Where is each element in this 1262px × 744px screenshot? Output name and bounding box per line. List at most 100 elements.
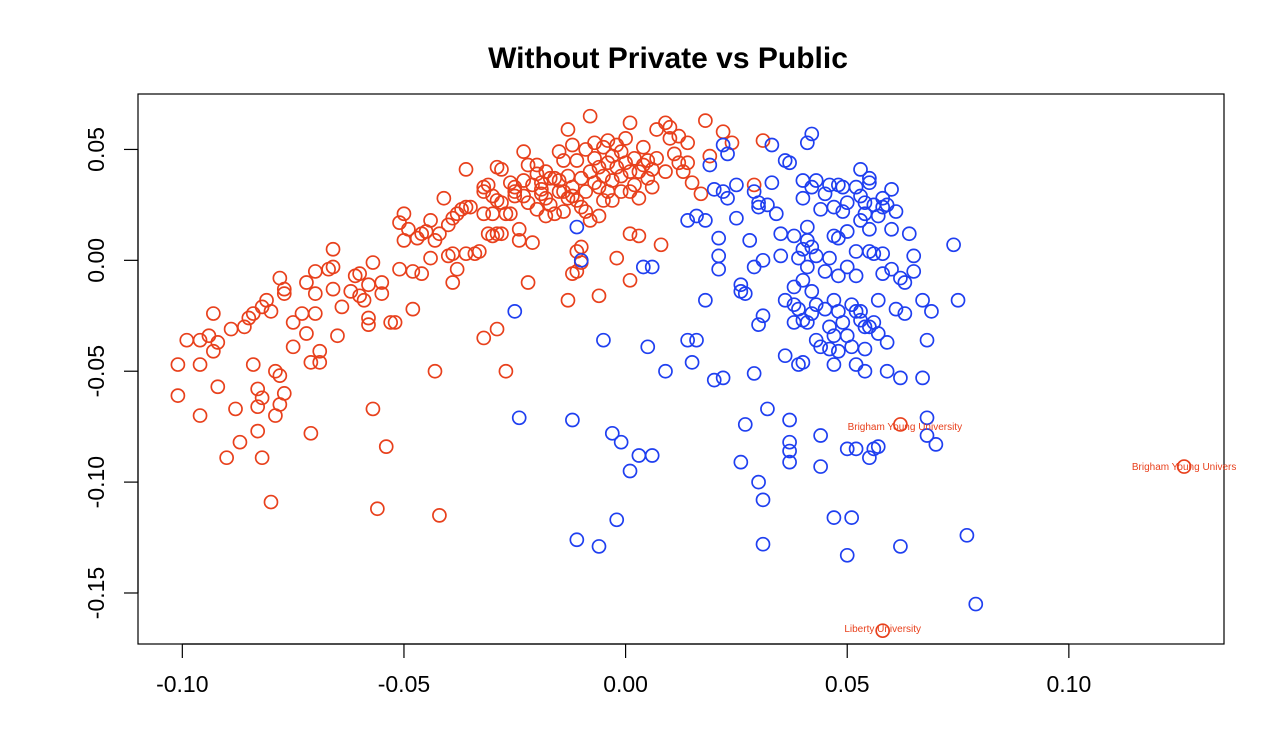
- data-point: [516, 144, 531, 160]
- data-point: [565, 412, 580, 428]
- data-point: [888, 204, 904, 219]
- data-point: [755, 536, 771, 552]
- data-point: [915, 292, 930, 308]
- data-point: [334, 299, 350, 315]
- data-point: [529, 157, 545, 173]
- data-point: [906, 264, 922, 279]
- data-point: [378, 439, 394, 454]
- data-point: [600, 133, 616, 148]
- data-point: [489, 321, 505, 337]
- data-point: [573, 252, 589, 268]
- data-point: [879, 363, 895, 379]
- data-point: [720, 190, 735, 206]
- data-point: [755, 308, 771, 324]
- data-point: [658, 164, 673, 179]
- data-point: [604, 173, 620, 188]
- data-point: [192, 408, 208, 423]
- data-point: [587, 150, 602, 166]
- data-point: [516, 173, 531, 188]
- data-point: [862, 175, 877, 191]
- data-point: [822, 341, 837, 357]
- data-point: [720, 146, 735, 162]
- data-point: [618, 131, 633, 146]
- data-point: [702, 157, 718, 173]
- data-point: [237, 319, 252, 335]
- y-tick-label: 0.05: [83, 127, 109, 172]
- y-tick-label: -0.10: [83, 456, 109, 508]
- data-point: [919, 428, 935, 443]
- data-point: [795, 241, 811, 257]
- data-point: [662, 131, 678, 146]
- data-point: [436, 190, 452, 206]
- data-point: [573, 199, 589, 215]
- data-point: [250, 381, 266, 397]
- data-point: [423, 213, 438, 228]
- data-point: [534, 182, 549, 197]
- data-point: [609, 250, 625, 266]
- data-point: [888, 301, 904, 317]
- data-point: [786, 279, 802, 295]
- data-point: [751, 474, 766, 490]
- data-point: [848, 303, 864, 319]
- data-point: [831, 343, 846, 359]
- data-point: [303, 425, 319, 441]
- data-point: [560, 122, 576, 137]
- data-point: [893, 370, 908, 386]
- data-point: [401, 221, 416, 237]
- data-point: [307, 286, 323, 301]
- data-point: [844, 510, 860, 525]
- data-point: [405, 264, 421, 279]
- data-point: [365, 401, 381, 417]
- data-point: [463, 199, 478, 215]
- data-point: [303, 354, 319, 370]
- data-point: [799, 315, 815, 330]
- data-point: [245, 357, 261, 372]
- data-point: [777, 348, 793, 364]
- data-point: [622, 463, 638, 479]
- data-point: [689, 208, 704, 224]
- data-point: [476, 206, 492, 222]
- data-point: [751, 195, 766, 211]
- data-point: [804, 284, 820, 299]
- data-point: [831, 230, 846, 246]
- data-point: [294, 306, 310, 321]
- y-tick-label: 0.00: [83, 238, 109, 283]
- data-point: [565, 179, 580, 195]
- x-tick-label: -0.10: [156, 671, 208, 697]
- data-point: [254, 390, 270, 406]
- data-point: [445, 210, 461, 226]
- data-point: [498, 206, 514, 222]
- data-point: [768, 206, 784, 222]
- data-point: [192, 332, 208, 348]
- data-point: [870, 326, 886, 341]
- data-point: [839, 259, 855, 275]
- data-point: [591, 208, 607, 224]
- data-point: [799, 135, 815, 151]
- data-point: [649, 122, 664, 137]
- data-point: [875, 266, 891, 281]
- data-point: [862, 221, 877, 237]
- x-axis: -0.10 -0.05 0.00 0.05 0.10: [156, 643, 1091, 697]
- data-point: [764, 137, 780, 153]
- data-point: [919, 410, 935, 426]
- data-point: [206, 343, 221, 359]
- data-point: [618, 155, 633, 171]
- data-point: [565, 188, 580, 204]
- data-point: [551, 144, 567, 160]
- data-point: [210, 379, 226, 395]
- data-point: [857, 341, 873, 357]
- data-point: [582, 108, 598, 124]
- data-point: [640, 153, 656, 168]
- chart-title: Without Private vs Public: [488, 42, 848, 75]
- data-point: [746, 366, 762, 381]
- data-point: [649, 150, 664, 166]
- data-point: [804, 239, 820, 255]
- data-point: [680, 155, 695, 171]
- data-point: [662, 119, 678, 135]
- data-point: [276, 286, 292, 301]
- data-point: [445, 275, 461, 290]
- data-point: [782, 155, 797, 171]
- data-point: [680, 213, 695, 228]
- data-point: [893, 270, 908, 286]
